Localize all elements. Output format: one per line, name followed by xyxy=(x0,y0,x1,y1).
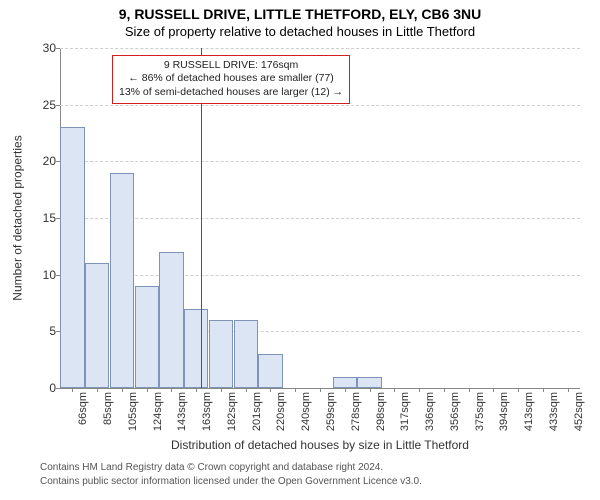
x-tick-mark xyxy=(270,388,271,392)
histogram-bar xyxy=(258,354,282,388)
x-tick-mark xyxy=(196,388,197,392)
footer-line2: Contains public sector information licen… xyxy=(40,476,422,487)
x-tick-mark xyxy=(72,388,73,392)
y-tick-label: 30 xyxy=(30,41,56,55)
y-axis-label: Number of detached properties xyxy=(11,135,25,300)
x-tick-label: 317sqm xyxy=(399,392,411,442)
x-tick-mark xyxy=(419,388,420,392)
x-tick-mark xyxy=(469,388,470,392)
histogram-bar xyxy=(159,252,183,388)
x-tick-mark xyxy=(122,388,123,392)
x-tick-label: 298sqm xyxy=(375,392,387,442)
y-tick-label: 15 xyxy=(30,211,56,225)
histogram-bar xyxy=(135,286,159,388)
histogram-bar xyxy=(234,320,258,388)
x-tick-mark xyxy=(493,388,494,392)
footer-line1: Contains HM Land Registry data © Crown c… xyxy=(40,462,383,473)
x-tick-label: 85sqm xyxy=(102,392,114,442)
x-tick-mark xyxy=(246,388,247,392)
histogram-bar xyxy=(333,377,357,388)
y-axis-label-wrap: Number of detached properties xyxy=(8,48,28,388)
x-tick-label: 143sqm xyxy=(176,392,188,442)
histogram-bar xyxy=(85,263,109,388)
x-tick-mark xyxy=(518,388,519,392)
x-tick-mark xyxy=(295,388,296,392)
histogram-bar xyxy=(184,309,208,388)
y-tick-label: 25 xyxy=(30,98,56,112)
x-tick-label: 413sqm xyxy=(523,392,535,442)
x-tick-label: 182sqm xyxy=(226,392,238,442)
x-tick-mark xyxy=(394,388,395,392)
x-tick-label: 105sqm xyxy=(127,392,139,442)
y-tick-label: 5 xyxy=(30,324,56,338)
annotation-line2: ← 86% of detached houses are smaller (77… xyxy=(119,72,343,86)
y-tick-label: 0 xyxy=(30,381,56,395)
annotation-line3: 13% of semi-detached houses are larger (… xyxy=(119,86,343,100)
y-tick-mark xyxy=(56,218,60,219)
annotation-line1: 9 RUSSELL DRIVE: 176sqm xyxy=(119,59,343,73)
y-tick-label: 10 xyxy=(30,268,56,282)
x-tick-mark xyxy=(221,388,222,392)
x-tick-label: 66sqm xyxy=(77,392,89,442)
x-tick-label: 278sqm xyxy=(350,392,362,442)
y-tick-mark xyxy=(56,275,60,276)
annotation-box: 9 RUSSELL DRIVE: 176sqm ← 86% of detache… xyxy=(112,55,350,104)
x-tick-mark xyxy=(543,388,544,392)
y-tick-mark xyxy=(56,331,60,332)
x-tick-mark xyxy=(568,388,569,392)
chart-container: 9, RUSSELL DRIVE, LITTLE THETFORD, ELY, … xyxy=(0,0,600,500)
x-tick-mark xyxy=(147,388,148,392)
y-tick-mark xyxy=(56,388,60,389)
x-tick-label: 356sqm xyxy=(449,392,461,442)
x-tick-label: 375sqm xyxy=(474,392,486,442)
x-tick-mark xyxy=(320,388,321,392)
y-tick-label: 20 xyxy=(30,154,56,168)
y-tick-mark xyxy=(56,48,60,49)
x-tick-mark xyxy=(370,388,371,392)
x-tick-label: 124sqm xyxy=(152,392,164,442)
chart-title-line1: 9, RUSSELL DRIVE, LITTLE THETFORD, ELY, … xyxy=(0,6,600,22)
x-tick-label: 433sqm xyxy=(548,392,560,442)
x-tick-mark xyxy=(97,388,98,392)
x-tick-label: 259sqm xyxy=(325,392,337,442)
x-tick-label: 220sqm xyxy=(275,392,287,442)
x-tick-label: 163sqm xyxy=(201,392,213,442)
histogram-bar xyxy=(357,377,381,388)
histogram-bar xyxy=(110,173,134,388)
x-axis-label: Distribution of detached houses by size … xyxy=(60,438,580,452)
x-tick-mark xyxy=(171,388,172,392)
y-tick-mark xyxy=(56,161,60,162)
plot-area: 9 RUSSELL DRIVE: 176sqm ← 86% of detache… xyxy=(60,48,580,389)
x-tick-label: 452sqm xyxy=(573,392,585,442)
x-tick-label: 201sqm xyxy=(251,392,263,442)
x-tick-mark xyxy=(345,388,346,392)
chart-title-line2: Size of property relative to detached ho… xyxy=(0,24,600,39)
x-tick-label: 240sqm xyxy=(300,392,312,442)
x-tick-mark xyxy=(444,388,445,392)
x-tick-label: 336sqm xyxy=(424,392,436,442)
histogram-bar xyxy=(209,320,233,388)
histogram-bar xyxy=(60,127,84,388)
y-tick-mark xyxy=(56,105,60,106)
x-tick-label: 394sqm xyxy=(498,392,510,442)
